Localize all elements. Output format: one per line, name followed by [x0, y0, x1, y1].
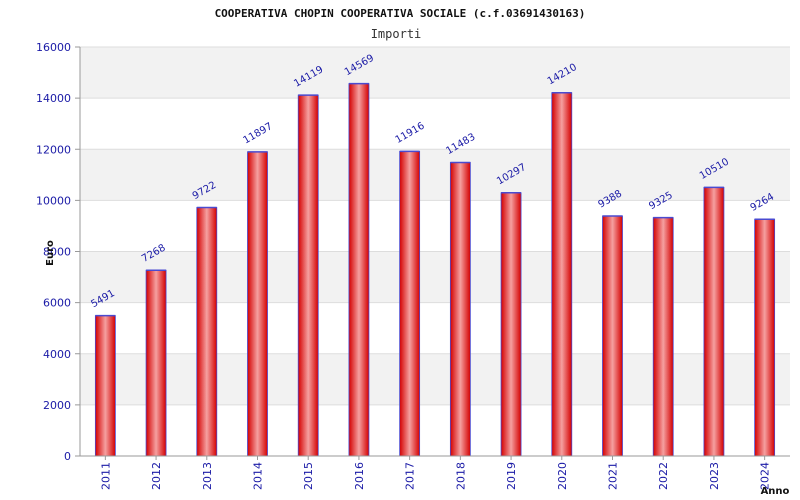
plot-band	[80, 353, 790, 405]
bar	[145, 269, 167, 457]
bar	[399, 150, 421, 457]
y-axis-title: Euro	[45, 240, 56, 266]
chart-title: COOPERATIVA CHOPIN COOPERATIVA SOCIALE (…	[215, 7, 586, 20]
x-tick-label: 2024	[759, 462, 772, 490]
plot-band	[80, 47, 790, 99]
bar	[348, 83, 370, 457]
y-tick-label: 10000	[36, 194, 71, 207]
x-tick-label: 2019	[505, 462, 518, 490]
y-axis: 0 2000 4000 6000 8000 10000 12000 14000 16000	[36, 41, 81, 463]
x-tick-label: 2015	[302, 462, 315, 490]
x-tick-label: 2014	[252, 462, 265, 490]
y-tick-label: 16000	[36, 41, 71, 54]
x-axis: 2011 2012 2013 2014 2015 2016 2017 2018 2019 2020…	[80, 455, 790, 490]
y-tick-label: 0	[64, 450, 71, 463]
y-tick-label: 6000	[43, 297, 71, 310]
y-tick-label: 14000	[36, 92, 71, 105]
bar	[297, 94, 319, 457]
bar	[652, 217, 674, 457]
x-tick-label: 2017	[404, 462, 417, 490]
bar	[94, 315, 116, 457]
plot-band	[80, 98, 790, 150]
plot-band	[80, 200, 790, 252]
bar	[551, 92, 573, 457]
bar	[500, 192, 522, 457]
x-tick-label: 2021	[607, 462, 620, 490]
bar	[754, 218, 776, 457]
y-tick-label: 12000	[36, 143, 71, 156]
x-tick-label: 2011	[99, 462, 112, 490]
x-tick-label: 2020	[556, 462, 569, 490]
plot-band	[80, 404, 790, 456]
plot-band	[80, 251, 790, 303]
y-tick-label: 4000	[43, 348, 71, 361]
bar	[449, 162, 471, 457]
x-tick-label: 2012	[150, 462, 163, 490]
x-axis-title: Anno	[761, 486, 790, 497]
x-tick-label: 2013	[201, 462, 214, 490]
plot-band	[80, 302, 790, 354]
bar	[196, 207, 218, 457]
y-tick-label: 2000	[43, 399, 71, 412]
bar	[703, 186, 725, 457]
bar-series	[94, 82, 776, 457]
x-tick-label: 2022	[657, 462, 670, 490]
x-tick-label: 2023	[708, 462, 721, 490]
plot-band	[80, 149, 790, 201]
x-tick-label: 2018	[454, 462, 467, 490]
chart-subtitle: Importi	[371, 27, 422, 41]
bar	[247, 151, 268, 457]
bar	[602, 215, 623, 457]
y-tick-label: 8000	[43, 246, 71, 259]
x-tick-label: 2016	[353, 462, 366, 490]
